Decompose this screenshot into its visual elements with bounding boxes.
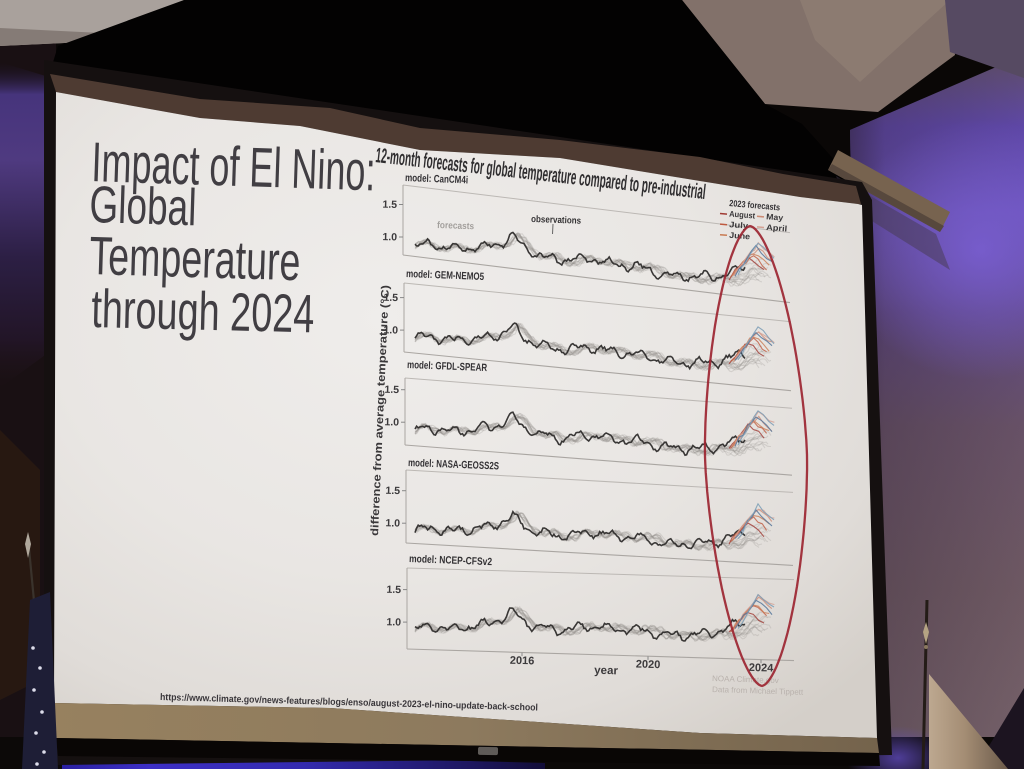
- svg-text:1.0: 1.0: [385, 517, 400, 529]
- svg-text:forecasts: forecasts: [437, 220, 474, 232]
- svg-text:2020: 2020: [636, 659, 661, 672]
- svg-text:model: NCEP-CFSv2: model: NCEP-CFSv2: [409, 553, 493, 568]
- svg-text:model: NASA-GEOSS2S: model: NASA-GEOSS2S: [408, 457, 499, 472]
- svg-text:1.5: 1.5: [384, 384, 399, 396]
- svg-text:August: August: [729, 210, 756, 221]
- svg-text:2016: 2016: [510, 655, 535, 668]
- svg-text:1.5: 1.5: [386, 584, 401, 596]
- svg-text:2023 forecasts: 2023 forecasts: [729, 198, 781, 212]
- svg-text:observations: observations: [531, 214, 581, 227]
- svg-text:year: year: [594, 665, 618, 678]
- svg-text:through 2024: through 2024: [91, 279, 315, 344]
- svg-text:July: July: [729, 220, 749, 231]
- svg-text:Global: Global: [89, 176, 198, 237]
- svg-text:Impact of El Nino:: Impact of El Nino:: [91, 130, 377, 202]
- svg-text:April: April: [766, 223, 788, 234]
- svg-text:1.0: 1.0: [382, 231, 397, 243]
- svg-text:1.0: 1.0: [383, 324, 398, 336]
- svg-text:1.0: 1.0: [386, 616, 401, 628]
- svg-text:model: GEM-NEMO5: model: GEM-NEMO5: [406, 268, 485, 283]
- svg-text:model: CanCM4i: model: CanCM4i: [405, 172, 468, 186]
- svg-text:1.5: 1.5: [383, 292, 398, 304]
- svg-text:NOAA Climate.gov: NOAA Climate.gov: [712, 674, 779, 685]
- svg-text:2024: 2024: [749, 662, 775, 675]
- svg-text:1.5: 1.5: [382, 199, 397, 211]
- svg-text:model: GFDL-SPEAR: model: GFDL-SPEAR: [407, 359, 488, 374]
- svg-text:Temperature: Temperature: [89, 226, 302, 292]
- svg-text:Data from Michael Tippett: Data from Michael Tippett: [712, 685, 804, 697]
- svg-text:1.0: 1.0: [384, 416, 399, 428]
- svg-text:1.5: 1.5: [385, 485, 400, 497]
- svg-text:May: May: [766, 212, 784, 222]
